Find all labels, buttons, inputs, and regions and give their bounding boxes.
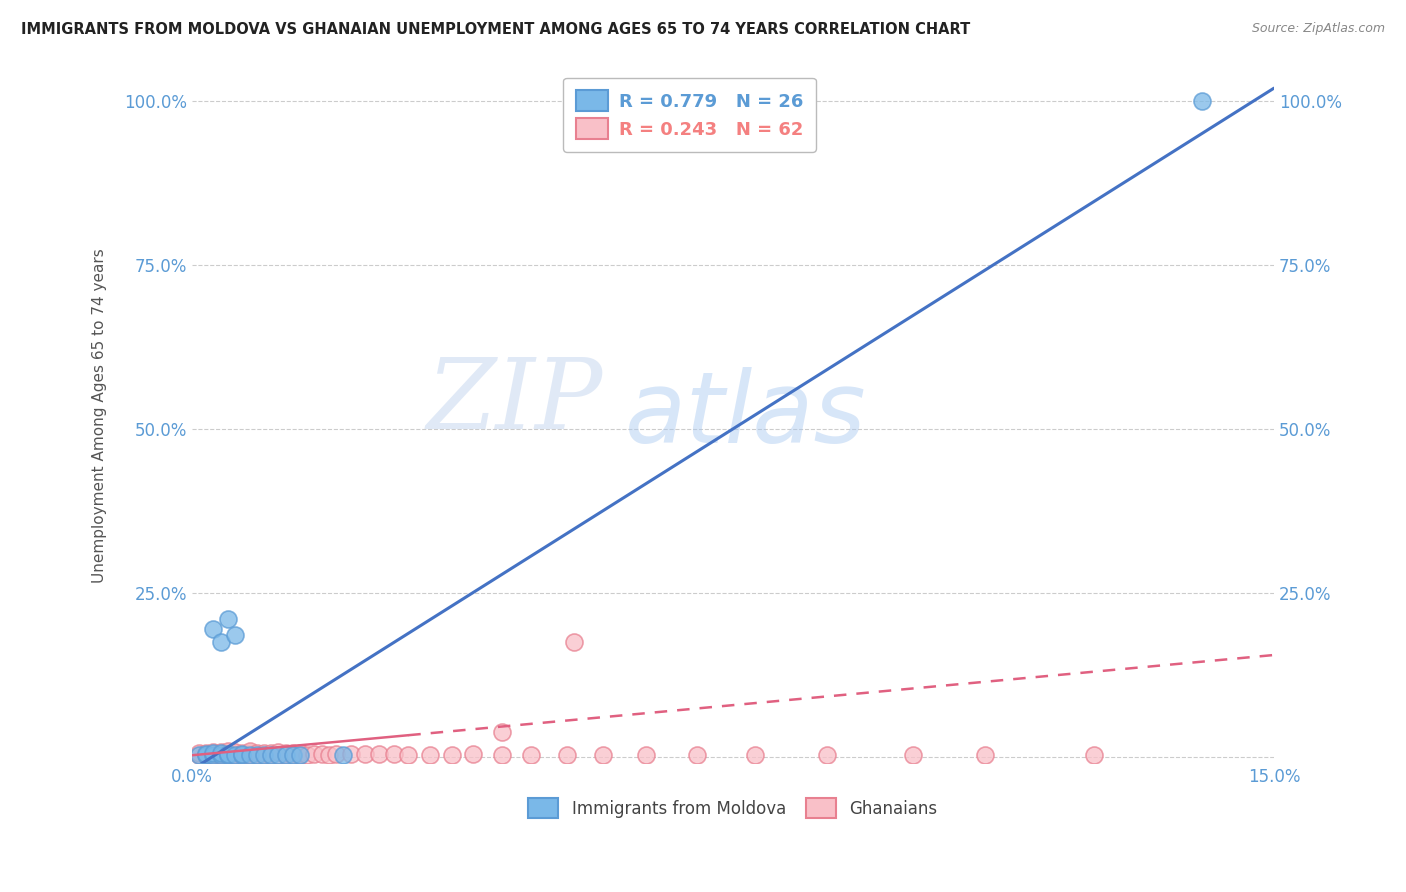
Text: atlas: atlas — [624, 368, 866, 465]
Point — [288, 748, 311, 763]
Point — [217, 747, 239, 761]
Point — [274, 748, 297, 763]
Point — [217, 748, 239, 763]
Point — [382, 747, 405, 761]
Point — [231, 747, 253, 761]
Legend: Immigrants from Moldova, Ghanaians: Immigrants from Moldova, Ghanaians — [522, 792, 943, 824]
Point — [239, 744, 262, 758]
Point — [224, 748, 246, 763]
Point — [903, 747, 925, 762]
Point — [246, 748, 269, 763]
Point — [202, 748, 225, 763]
Point — [491, 747, 513, 762]
Point — [202, 748, 225, 763]
Point — [195, 747, 218, 761]
Point — [224, 745, 246, 759]
Point — [288, 747, 311, 762]
Point — [209, 748, 232, 763]
Point — [267, 745, 290, 759]
Point — [209, 745, 232, 759]
Point — [217, 612, 239, 626]
Point — [188, 747, 211, 762]
Point — [636, 747, 658, 762]
Point — [209, 747, 232, 761]
Text: ZIP: ZIP — [427, 354, 603, 450]
Point — [209, 747, 232, 762]
Text: IMMIGRANTS FROM MOLDOVA VS GHANAIAN UNEMPLOYMENT AMONG AGES 65 TO 74 YEARS CORRE: IMMIGRANTS FROM MOLDOVA VS GHANAIAN UNEM… — [21, 22, 970, 37]
Point — [224, 747, 246, 761]
Point — [318, 747, 340, 762]
Point — [491, 724, 513, 739]
Point — [260, 746, 283, 760]
Point — [419, 747, 441, 762]
Point — [274, 746, 297, 760]
Point — [1191, 95, 1213, 109]
Point — [1083, 747, 1105, 762]
Point — [339, 747, 361, 761]
Point — [188, 747, 211, 761]
Point — [195, 748, 218, 763]
Point — [354, 747, 377, 761]
Point — [202, 622, 225, 636]
Point — [686, 747, 709, 762]
Point — [592, 747, 614, 762]
Point — [202, 745, 225, 759]
Point — [253, 747, 276, 762]
Point — [304, 747, 326, 761]
Point — [267, 747, 290, 762]
Point — [253, 747, 276, 761]
Point — [224, 747, 246, 762]
Point — [217, 744, 239, 758]
Point — [281, 747, 304, 762]
Point — [311, 747, 333, 761]
Point — [281, 747, 304, 761]
Point — [555, 747, 578, 762]
Point — [396, 747, 419, 762]
Point — [974, 747, 997, 762]
Point — [202, 747, 225, 761]
Point — [253, 747, 276, 762]
Point — [281, 747, 304, 762]
Point — [231, 747, 253, 761]
Point — [440, 747, 463, 762]
Point — [297, 747, 319, 762]
Point — [188, 747, 211, 762]
Y-axis label: Unemployment Among Ages 65 to 74 years: Unemployment Among Ages 65 to 74 years — [93, 249, 107, 583]
Point — [463, 747, 485, 761]
Point — [815, 747, 838, 762]
Point — [274, 747, 297, 762]
Point — [260, 747, 283, 762]
Point — [239, 747, 262, 762]
Point — [562, 635, 585, 649]
Point — [231, 747, 253, 762]
Point — [246, 746, 269, 760]
Point — [246, 747, 269, 762]
Point — [231, 748, 253, 763]
Point — [368, 747, 391, 761]
Point — [332, 748, 354, 763]
Point — [325, 747, 347, 761]
Point — [744, 747, 766, 762]
Point — [288, 746, 311, 760]
Point — [217, 747, 239, 761]
Point — [195, 746, 218, 760]
Point — [195, 748, 218, 763]
Point — [260, 748, 283, 763]
Point — [239, 747, 262, 762]
Point — [217, 748, 239, 763]
Point — [209, 747, 232, 761]
Text: Source: ZipAtlas.com: Source: ZipAtlas.com — [1251, 22, 1385, 36]
Point — [267, 747, 290, 762]
Point — [202, 747, 225, 761]
Point — [239, 746, 262, 760]
Point — [209, 635, 232, 649]
Point — [224, 628, 246, 642]
Point — [195, 747, 218, 761]
Point — [520, 747, 543, 762]
